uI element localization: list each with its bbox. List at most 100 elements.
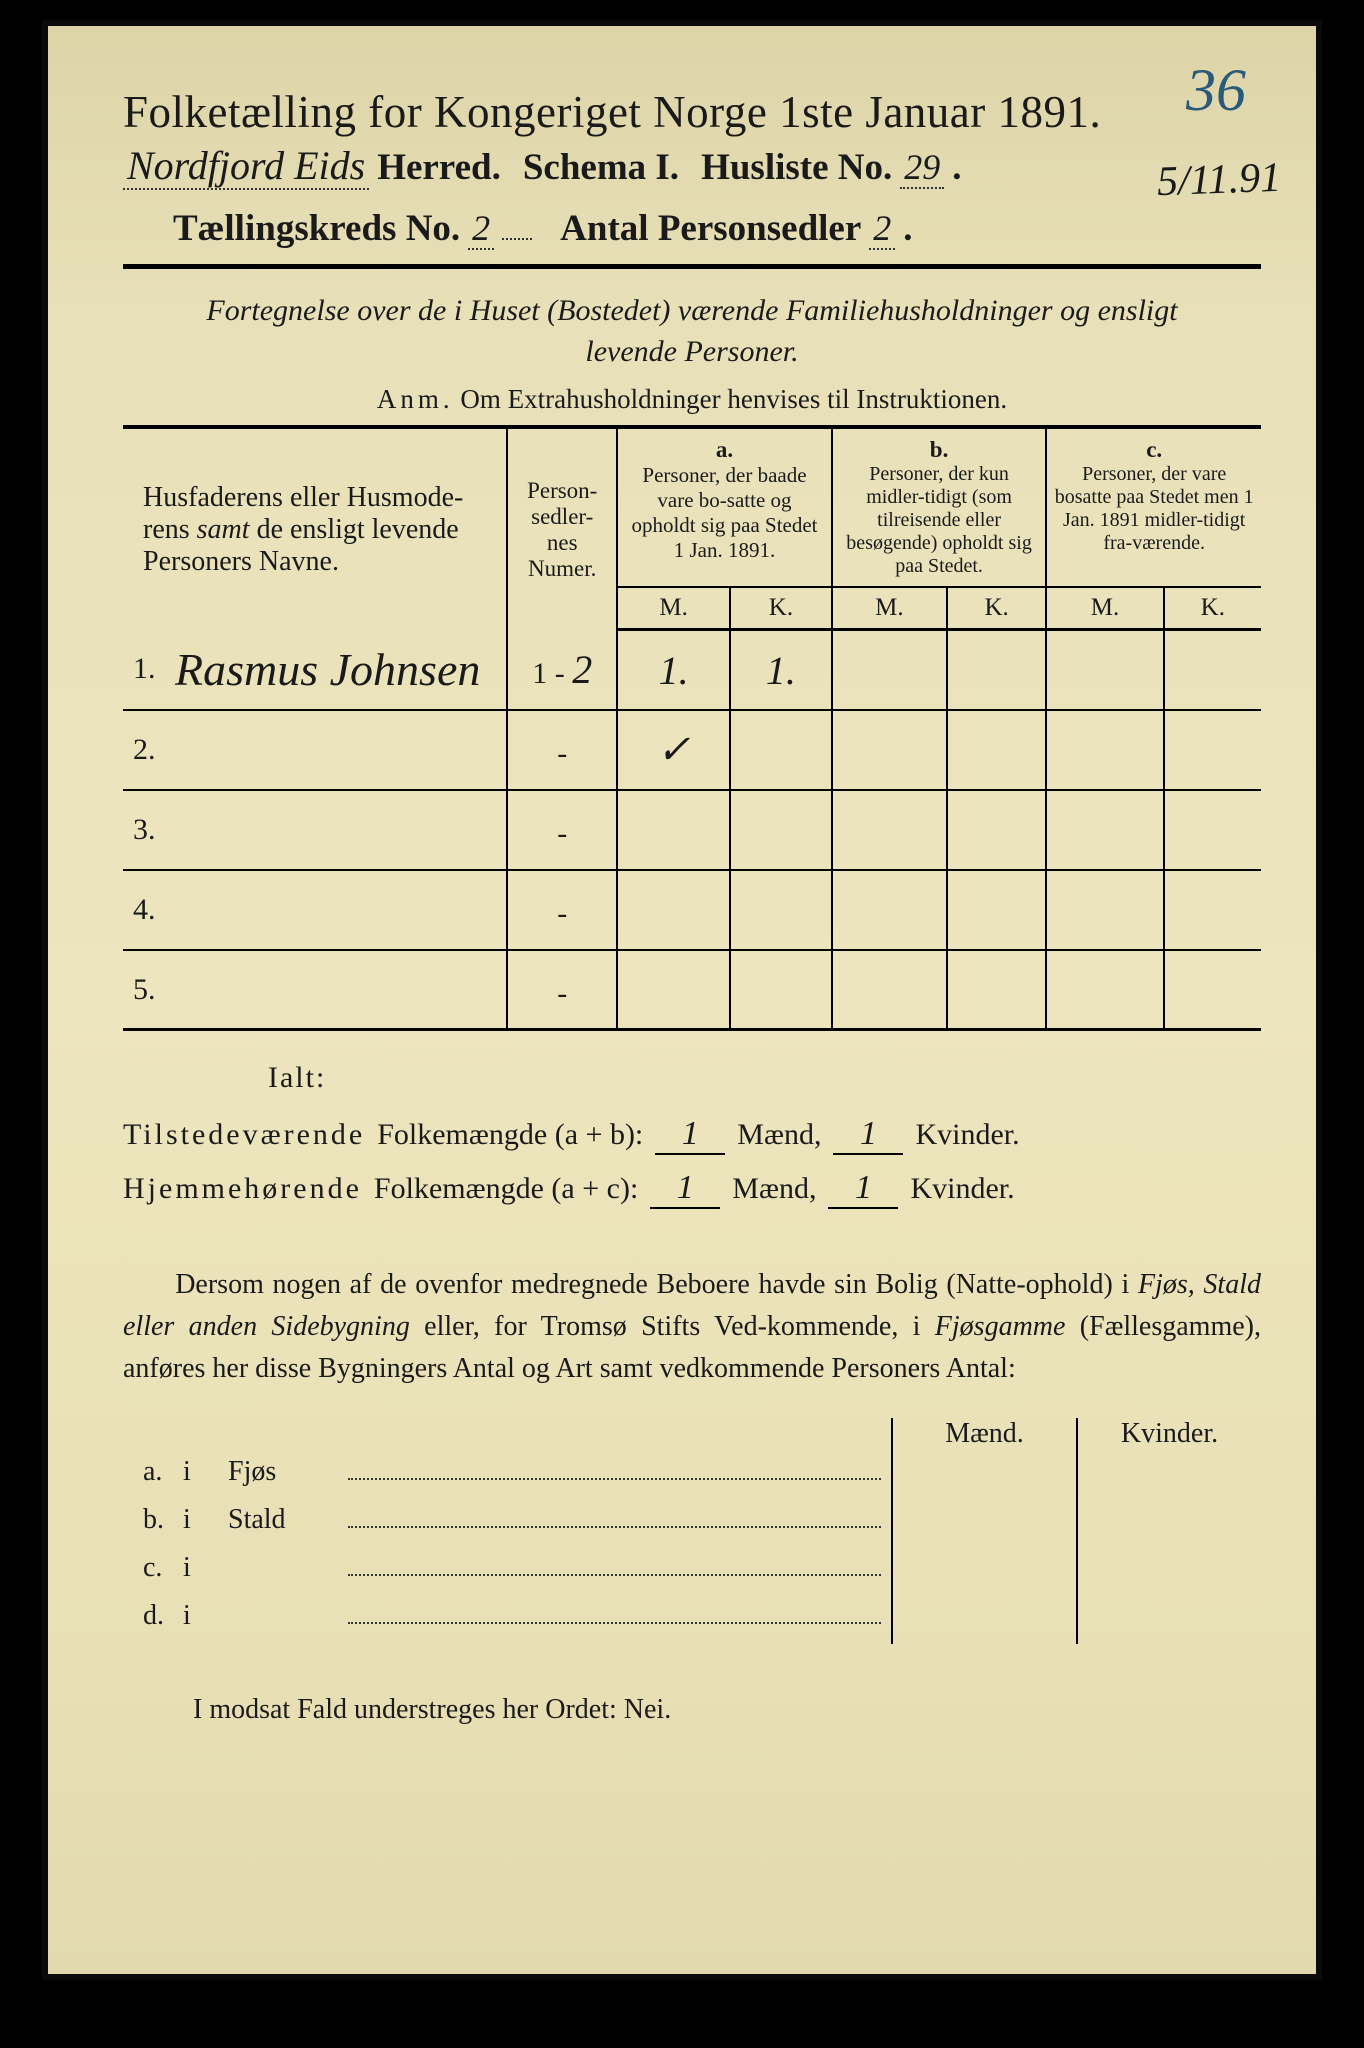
row-c-m (1046, 870, 1163, 950)
para-p1: Dersom nogen af de ovenfor medregnede Be… (175, 1269, 1138, 1300)
kreds-no: 2 (468, 210, 494, 250)
row-a-m: ✓ (617, 710, 730, 790)
bottom-row-dots (348, 1452, 881, 1480)
bottom-row-i: i (183, 1600, 228, 1632)
col-b-label: b. (839, 437, 1040, 463)
header-line-herred: Nordfjord Eids Herred. Schema I. Huslist… (123, 146, 1261, 190)
antal-label: Antal Personsedler (560, 207, 861, 250)
annotation-date: 5/11.91 (1156, 154, 1282, 206)
row-number: 2. (123, 710, 171, 790)
row-name (171, 870, 507, 950)
row-c-m (1046, 790, 1163, 870)
bottom-table: a.iFjøsb.iStaldc.id.i Mænd. Kvinder. (123, 1418, 1261, 1644)
row-c-k (1164, 630, 1261, 710)
row-numer: 1 - 2 (507, 630, 617, 710)
names-l1: Husfaderens eller Husmode- (143, 482, 463, 513)
bottom-row: a.iFjøs (123, 1452, 891, 1488)
bottom-row-lab: d. (123, 1600, 183, 1632)
table-row: 2.- ✓ (123, 710, 1261, 790)
anm-text: Om Extrahusholdninger henvises til Instr… (460, 384, 1007, 414)
bottom-row: c.i (123, 1548, 891, 1584)
row-a-k (730, 950, 832, 1030)
herred-handwritten: Nordfjord Eids (123, 146, 369, 190)
mk-a-m: M. (617, 587, 730, 630)
row-b-m (832, 710, 947, 790)
bottom-col-maend: Mænd. (893, 1418, 1078, 1644)
subheading: Fortegnelse over de i Huset (Bostedet) v… (123, 291, 1261, 372)
row-b-m (832, 790, 947, 870)
totals-row-1: Tilstedeværende Folkemængde (a + b): 1 M… (123, 1115, 1261, 1155)
tot2-m: 1 (650, 1169, 720, 1209)
row-c-m (1046, 950, 1163, 1030)
bottom-row-dots (348, 1500, 881, 1528)
tot-maend: Mænd, (737, 1118, 821, 1152)
row-c-k (1164, 950, 1261, 1030)
row-number: 3. (123, 790, 171, 870)
row-a-k (730, 710, 832, 790)
bottom-row-i: i (183, 1504, 228, 1536)
row-name: Rasmus Johnsen (171, 630, 507, 710)
col-header-b: b. Personer, der kun midler-tidigt (som … (832, 427, 1047, 587)
row-name (171, 950, 507, 1030)
totals-row-2: Hjemmehørende Folkemængde (a + c): 1 Mæn… (123, 1169, 1261, 1209)
row-name (171, 790, 507, 870)
form-title: Folketælling for Kongeriget Norge 1ste J… (123, 86, 1261, 138)
bottom-line: I modsat Fald understreges her Ordet: Ne… (193, 1694, 1261, 1726)
table-row: 1.Rasmus Johnsen1 - 21.1. (123, 630, 1261, 710)
husliste-no: 29 (900, 149, 944, 189)
row-b-m (832, 870, 947, 950)
row-a-m (617, 870, 730, 950)
row-c-m (1046, 710, 1163, 790)
tot1-m: 1 (655, 1115, 725, 1155)
bottom-row-i: i (183, 1552, 228, 1584)
tot-kvinder: Kvinder. (915, 1118, 1019, 1152)
mk-b-m: M. (832, 587, 947, 630)
row-a-k (730, 790, 832, 870)
tot1-rest: Folkemængde (a + b): (377, 1118, 643, 1152)
mk-a-k: K. (730, 587, 832, 630)
row-a-k (730, 870, 832, 950)
table-row: 4.- (123, 870, 1261, 950)
row-b-k (947, 790, 1046, 870)
col-header-a: a. Personer, der baade vare bo-satte og … (617, 427, 832, 587)
row-b-k (947, 870, 1046, 950)
tot-kvinder2: Kvinder. (910, 1172, 1014, 1206)
row-b-m (832, 950, 947, 1030)
herred-label: Herred. (377, 146, 501, 189)
col-c-text: Personer, der vare bosatte paa Stedet me… (1053, 463, 1255, 555)
paragraph: Dersom nogen af de ovenfor medregnede Be… (123, 1264, 1261, 1390)
col-header-names: Husfaderens eller Husmode- rens samt de … (123, 427, 507, 630)
row-number: 1. (123, 630, 171, 710)
divider-1 (123, 264, 1261, 269)
row-number: 5. (123, 950, 171, 1030)
bottom-left: a.iFjøsb.iStaldc.id.i (123, 1418, 891, 1644)
subheading-line1: Fortegnelse over de i Huset (Bostedet) v… (206, 294, 1177, 327)
tot1-k: 1 (833, 1115, 903, 1155)
tot-maend2: Mænd, (732, 1172, 816, 1206)
row-b-k (947, 950, 1046, 1030)
row-c-k (1164, 790, 1261, 870)
row-c-k (1164, 710, 1261, 790)
tot2-k: 1 (828, 1169, 898, 1209)
antal-no: 2 (869, 210, 895, 250)
row-numer: - (507, 790, 617, 870)
annotation-page-number: 36 (1186, 56, 1246, 125)
antal-dot: . (903, 207, 912, 250)
row-b-k (947, 710, 1046, 790)
col-header-numer: Person-sedler-nesNumer. (507, 427, 617, 630)
mk-c-m: M. (1046, 587, 1163, 630)
names-l2: rens (143, 514, 197, 545)
bottom-row: b.iStald (123, 1500, 891, 1536)
bottom-row: d.i (123, 1596, 891, 1632)
col-a-label: a. (624, 437, 825, 463)
row-a-k: 1. (730, 630, 832, 710)
table-row: 3. - (123, 790, 1261, 870)
tot1-label: Tilstedeværende (123, 1118, 365, 1152)
row-name (171, 710, 507, 790)
kreds-label: Tællingskreds No. (173, 207, 460, 250)
table-header-row: Husfaderens eller Husmode- rens samt de … (123, 427, 1261, 587)
anm-label: Anm. (377, 384, 454, 414)
col-c-label: c. (1053, 437, 1255, 463)
row-a-m: 1. (617, 630, 730, 710)
husliste-dot: . (952, 146, 961, 189)
